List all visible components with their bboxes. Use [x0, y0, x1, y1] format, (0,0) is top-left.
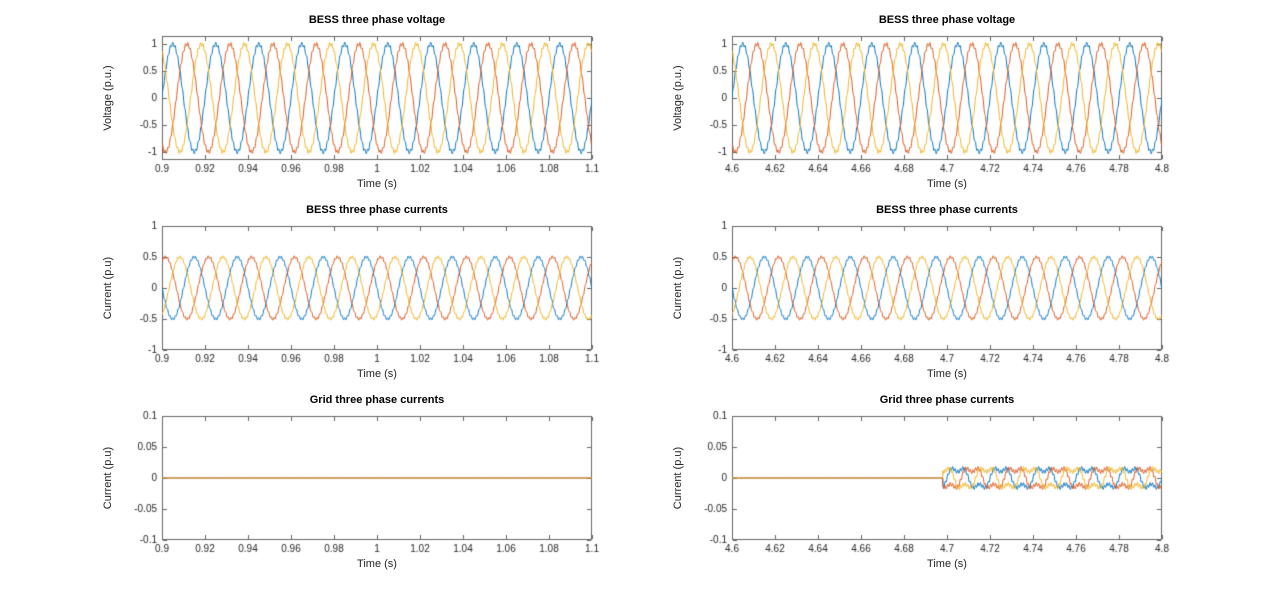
chart-title: Grid three phase currents — [309, 394, 445, 406]
chart-title: BESS three phase voltage — [308, 14, 446, 26]
subplot-bess-voltage-right: BESS three phase voltage Voltage (p.u.) … — [670, 14, 1240, 204]
chart-xlabel: Time (s) — [357, 368, 397, 380]
subplot-grid: BESS three phase voltage Voltage (p.u.) … — [100, 14, 1240, 584]
chart-xlabel: Time (s) — [927, 368, 967, 380]
chart-title: BESS three phase currents — [876, 204, 1018, 216]
chart-canvas — [100, 30, 600, 180]
subplot-grid-currents-left: Grid three phase currents Current (p.u) … — [100, 394, 670, 584]
chart-canvas — [670, 410, 1170, 560]
subplot-bess-currents-left: BESS three phase currents Current (p.u) … — [100, 204, 670, 394]
chart-xlabel: Time (s) — [357, 178, 397, 190]
subplot-bess-currents-right: BESS three phase currents Current (p.u) … — [670, 204, 1240, 394]
chart-title: BESS three phase currents — [306, 204, 448, 216]
chart-title: BESS three phase voltage — [878, 14, 1016, 26]
chart-xlabel: Time (s) — [927, 178, 967, 190]
chart-canvas — [100, 410, 600, 560]
chart-title: Grid three phase currents — [879, 394, 1015, 406]
chart-xlabel: Time (s) — [927, 558, 967, 570]
subplot-grid-currents-right: Grid three phase currents Current (p.u) … — [670, 394, 1240, 584]
chart-canvas — [670, 30, 1170, 180]
subplot-bess-voltage-left: BESS three phase voltage Voltage (p.u.) … — [100, 14, 670, 204]
chart-xlabel: Time (s) — [357, 558, 397, 570]
chart-canvas — [670, 220, 1170, 370]
chart-canvas — [100, 220, 600, 370]
